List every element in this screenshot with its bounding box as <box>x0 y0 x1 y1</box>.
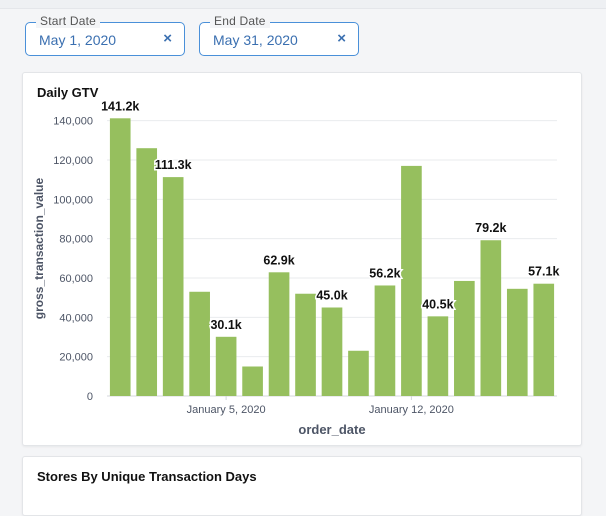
daily-gtv-card: Daily GTV 0 20,000 40,000 60,000 80,000 100,0… <box>22 72 582 446</box>
y-tick-label: 20,000 <box>59 352 93 364</box>
bar <box>374 285 396 396</box>
bar <box>189 291 210 396</box>
y-tick-label: 40,000 <box>59 312 93 324</box>
data-label: 40.5k <box>422 297 453 311</box>
data-label: 56.2k <box>369 266 400 280</box>
bar <box>242 366 263 396</box>
data-label: 57.1k <box>528 265 559 279</box>
bar <box>215 336 237 396</box>
data-label: 111.3k <box>155 158 192 172</box>
y-tick-label: 60,000 <box>59 273 93 285</box>
daily-gtv-title: Daily GTV <box>37 85 99 100</box>
y-axis-title: gross_transaction_value <box>32 177 46 319</box>
y-tick-label: 140,000 <box>53 116 93 128</box>
daily-gtv-chart: 0 20,000 40,000 60,000 80,000 100,000 120,000 1… <box>32 98 561 437</box>
y-tick-label: 0 <box>87 391 93 403</box>
bar <box>506 288 528 396</box>
y-tick-label: 80,000 <box>59 234 93 246</box>
y-tick-label: 120,000 <box>53 155 93 167</box>
clear-start-date-icon[interactable]: × <box>163 30 172 47</box>
end-date-field[interactable]: End Date May 31, 2020 × <box>199 14 359 56</box>
start-date-field[interactable]: Start Date May 1, 2020 × <box>25 14 185 56</box>
bar <box>295 293 316 396</box>
bar <box>533 283 555 396</box>
clear-end-date-icon[interactable]: × <box>337 30 346 47</box>
data-label: 30.1k <box>210 318 241 332</box>
data-label: 45.0k <box>316 289 347 303</box>
x-tick-label: January 12, 2020 <box>369 404 454 416</box>
top-bar <box>0 0 606 9</box>
start-date-label: Start Date <box>36 14 101 28</box>
bar <box>136 148 158 396</box>
bar <box>401 165 422 396</box>
start-date-value[interactable]: May 1, 2020 <box>39 32 117 48</box>
bar <box>348 350 369 396</box>
data-label: 62.9k <box>263 253 294 267</box>
bar <box>454 280 475 396</box>
x-tick-label: January 5, 2020 <box>187 404 266 416</box>
bar <box>321 307 343 396</box>
bar <box>427 316 449 396</box>
end-date-value[interactable]: May 31, 2020 <box>213 32 298 48</box>
stores-card: Stores By Unique Transaction Days <box>22 456 582 516</box>
end-date-label: End Date <box>210 14 270 28</box>
stores-card-title: Stores By Unique Transaction Days <box>37 469 257 484</box>
data-label: 79.2k <box>475 221 506 235</box>
y-tick-label: 100,000 <box>53 194 93 206</box>
bar <box>268 272 290 396</box>
data-label: 141.2k <box>101 99 139 113</box>
x-axis-title: order_date <box>298 422 365 437</box>
bar <box>109 118 131 396</box>
bar <box>162 177 184 396</box>
bar <box>480 240 502 396</box>
